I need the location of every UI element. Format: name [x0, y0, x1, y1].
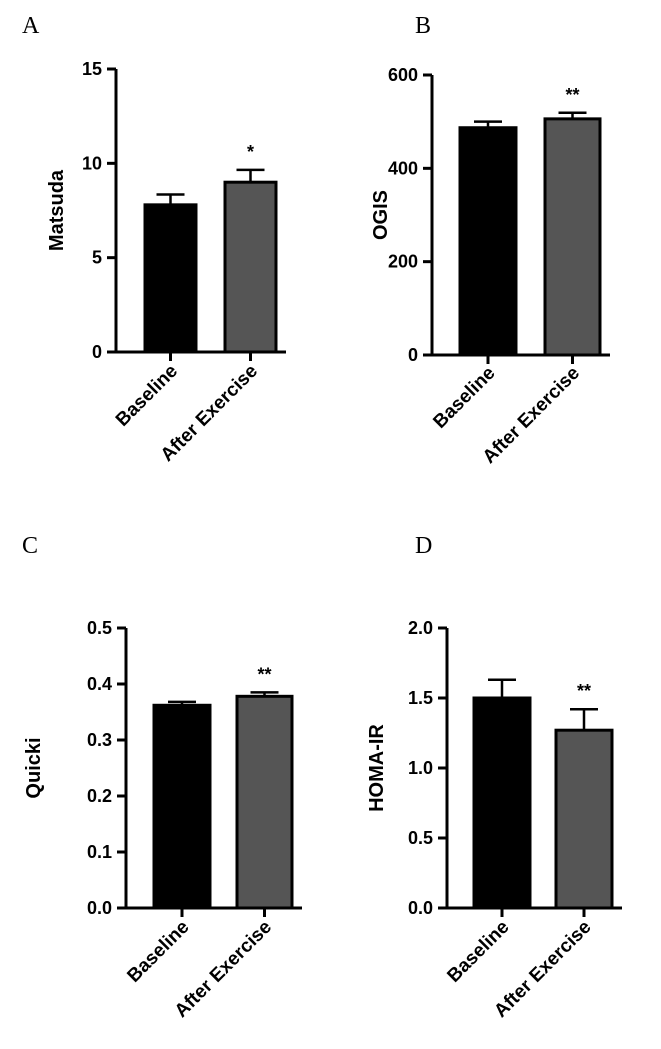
y-tick-label: 2.0 [408, 618, 433, 638]
y-axis-label: OGIS [370, 190, 392, 240]
y-tick-label: 0.5 [408, 828, 433, 848]
y-tick-label: 1.5 [408, 688, 433, 708]
panel-letter: C [22, 533, 38, 559]
bar [152, 703, 212, 910]
y-axis-label: Quicki [23, 737, 45, 798]
panel-letter: A [22, 13, 40, 39]
y-tick-label: 0.3 [87, 730, 112, 750]
y-tick-label: 0.5 [87, 618, 112, 638]
significance-label: ** [257, 664, 271, 684]
y-tick-label: 600 [388, 65, 418, 85]
y-tick-label: 0 [92, 342, 102, 362]
y-axis-label: HOMA-IR [366, 724, 388, 812]
y-tick-label: 0.0 [87, 898, 112, 918]
bar [472, 696, 532, 910]
bar [543, 117, 602, 357]
significance-label: * [247, 142, 254, 162]
y-tick-label: 0.2 [87, 786, 112, 806]
bar [235, 694, 294, 910]
y-axis-label: Matsuda [46, 169, 68, 251]
panel-c: C0.00.10.20.30.40.5QuickiBaseline**After… [22, 533, 302, 1022]
y-tick-label: 0.1 [87, 842, 112, 862]
y-tick-label: 15 [82, 59, 102, 79]
y-tick-label: 400 [388, 158, 418, 178]
x-tick-label: Baseline [112, 361, 182, 431]
significance-label: ** [577, 681, 591, 701]
y-tick-label: 1.0 [408, 758, 433, 778]
y-tick-label: 5 [92, 248, 102, 268]
y-tick-label: 200 [388, 252, 418, 272]
bar [554, 728, 614, 910]
x-tick-label: Baseline [429, 363, 499, 433]
y-tick-label: 0 [408, 345, 418, 365]
significance-label: ** [565, 85, 579, 105]
panel-letter: B [415, 13, 431, 39]
bar [458, 126, 518, 357]
bar [223, 180, 278, 354]
x-tick-label: Baseline [123, 917, 193, 987]
bar [143, 203, 198, 354]
y-tick-label: 0.4 [87, 674, 112, 694]
panel-letter: D [415, 533, 432, 559]
y-tick-label: 10 [82, 153, 102, 173]
y-tick-label: 0.0 [408, 898, 433, 918]
x-tick-label: Baseline [443, 917, 513, 987]
